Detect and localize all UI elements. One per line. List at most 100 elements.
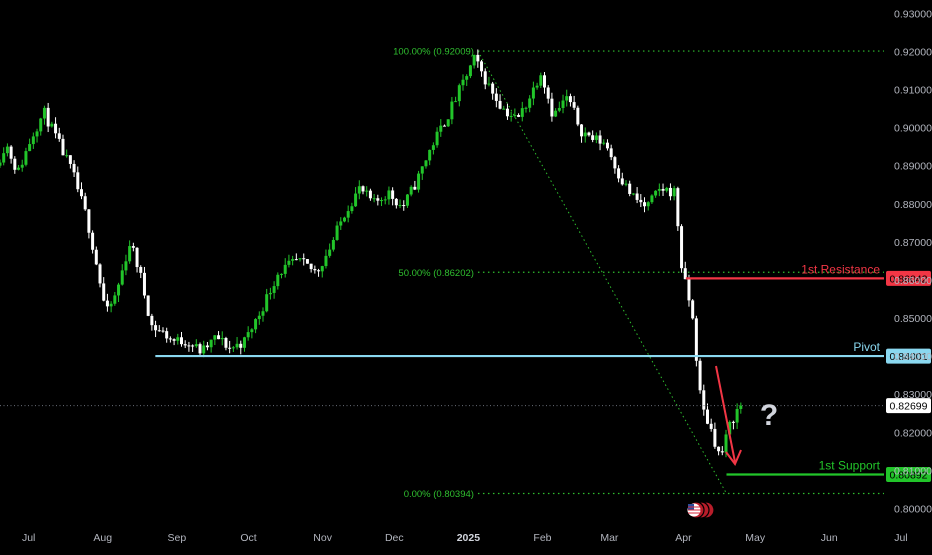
candle [672, 185, 676, 201]
candle [646, 201, 650, 211]
candle [76, 166, 80, 193]
candle [620, 172, 624, 186]
candle [576, 105, 580, 127]
candle [339, 217, 343, 230]
candle [439, 119, 443, 137]
us-flag-event-icon[interactable] [687, 501, 715, 519]
candle [668, 183, 672, 201]
candle [68, 155, 72, 169]
candle [635, 187, 639, 204]
candle [431, 142, 435, 155]
candle [494, 88, 498, 108]
time-tick-label: 2025 [457, 532, 481, 544]
candle [398, 199, 402, 209]
candle [476, 49, 480, 68]
candle [424, 159, 428, 169]
candle [420, 166, 424, 180]
candle [120, 264, 124, 286]
candle [161, 327, 165, 333]
current-price: 0.82699 [0, 398, 931, 414]
candle [483, 68, 487, 90]
candle [202, 340, 206, 358]
candle [402, 200, 406, 211]
candle [617, 165, 621, 183]
candle [28, 138, 32, 152]
candle [209, 339, 213, 353]
candles [0, 49, 743, 458]
candle [298, 258, 302, 262]
candle [691, 299, 695, 320]
candle [165, 327, 169, 343]
time-tick-label: Jun [821, 532, 838, 544]
candle [517, 113, 521, 118]
candle [480, 59, 484, 77]
candle [13, 156, 17, 174]
candle [631, 193, 635, 196]
price-tick-label: 0.83000 [894, 389, 932, 401]
candle [183, 340, 187, 349]
candle [335, 221, 339, 241]
candle [168, 336, 172, 343]
level-price-value: 0.80892 [890, 470, 928, 482]
price-tick-label: 0.82000 [894, 427, 932, 439]
candle [657, 183, 661, 197]
candle [346, 205, 350, 223]
candle [320, 265, 324, 278]
price-tick-label: 0.89000 [894, 161, 932, 173]
candle [598, 130, 602, 151]
candle [717, 446, 721, 456]
candle [276, 272, 280, 290]
candle [198, 342, 202, 356]
candle [554, 108, 558, 118]
candle [539, 72, 543, 88]
candle [368, 188, 372, 201]
candle [587, 131, 591, 137]
candle [561, 94, 565, 114]
candle [676, 186, 680, 231]
candle [450, 96, 454, 125]
candle [305, 259, 309, 264]
candle [361, 185, 365, 195]
candle [365, 186, 369, 197]
level-1st-support[interactable]: 1st Support 0.80892 [726, 459, 931, 483]
candle [42, 105, 46, 125]
candle [146, 295, 150, 317]
annotations: ? [687, 365, 778, 519]
candle [142, 266, 146, 299]
candle [591, 130, 595, 143]
level-pivot[interactable]: Pivot 0.84001 [155, 340, 931, 364]
price-tick-label: 0.88000 [894, 199, 932, 211]
candle [735, 403, 739, 430]
time-axis[interactable]: Jul Aug Sep Oct Nov Dec 2025 Feb Mar Apr May Jun Jul [22, 532, 908, 544]
key-levels[interactable]: 1st Resistance 0.86042 Pivot 0.84001 1st Sup… [0, 262, 931, 483]
candle [357, 180, 361, 200]
candle [213, 335, 217, 346]
candle [580, 124, 584, 143]
candle [17, 165, 21, 171]
candle [342, 216, 346, 223]
candle [380, 197, 384, 207]
candle [594, 132, 598, 144]
candle [257, 311, 261, 325]
candle [5, 143, 9, 157]
fibonacci-retracement[interactable]: 100.00% (0.92009) 50.00% (0.86202) 0.00% (… [393, 47, 884, 500]
candle [61, 134, 65, 156]
candle [498, 94, 502, 110]
level-1st-resistance[interactable]: 1st Resistance 0.86042 [685, 262, 931, 286]
candle [283, 258, 287, 278]
candle [654, 190, 658, 198]
candle [191, 344, 195, 352]
candle [331, 237, 335, 252]
candle [35, 128, 39, 143]
candle [524, 106, 528, 113]
level-price-value: 0.86042 [890, 273, 928, 285]
candle [643, 197, 647, 213]
price-axis[interactable]: 0.93000 0.92000 0.91000 0.90000 0.89000 0.880… [894, 8, 932, 515]
candle [317, 268, 321, 277]
candle [261, 307, 265, 322]
candle [409, 185, 413, 197]
price-tick-label: 0.93000 [894, 8, 932, 20]
candle [46, 102, 50, 133]
time-tick-label: Mar [600, 532, 619, 544]
